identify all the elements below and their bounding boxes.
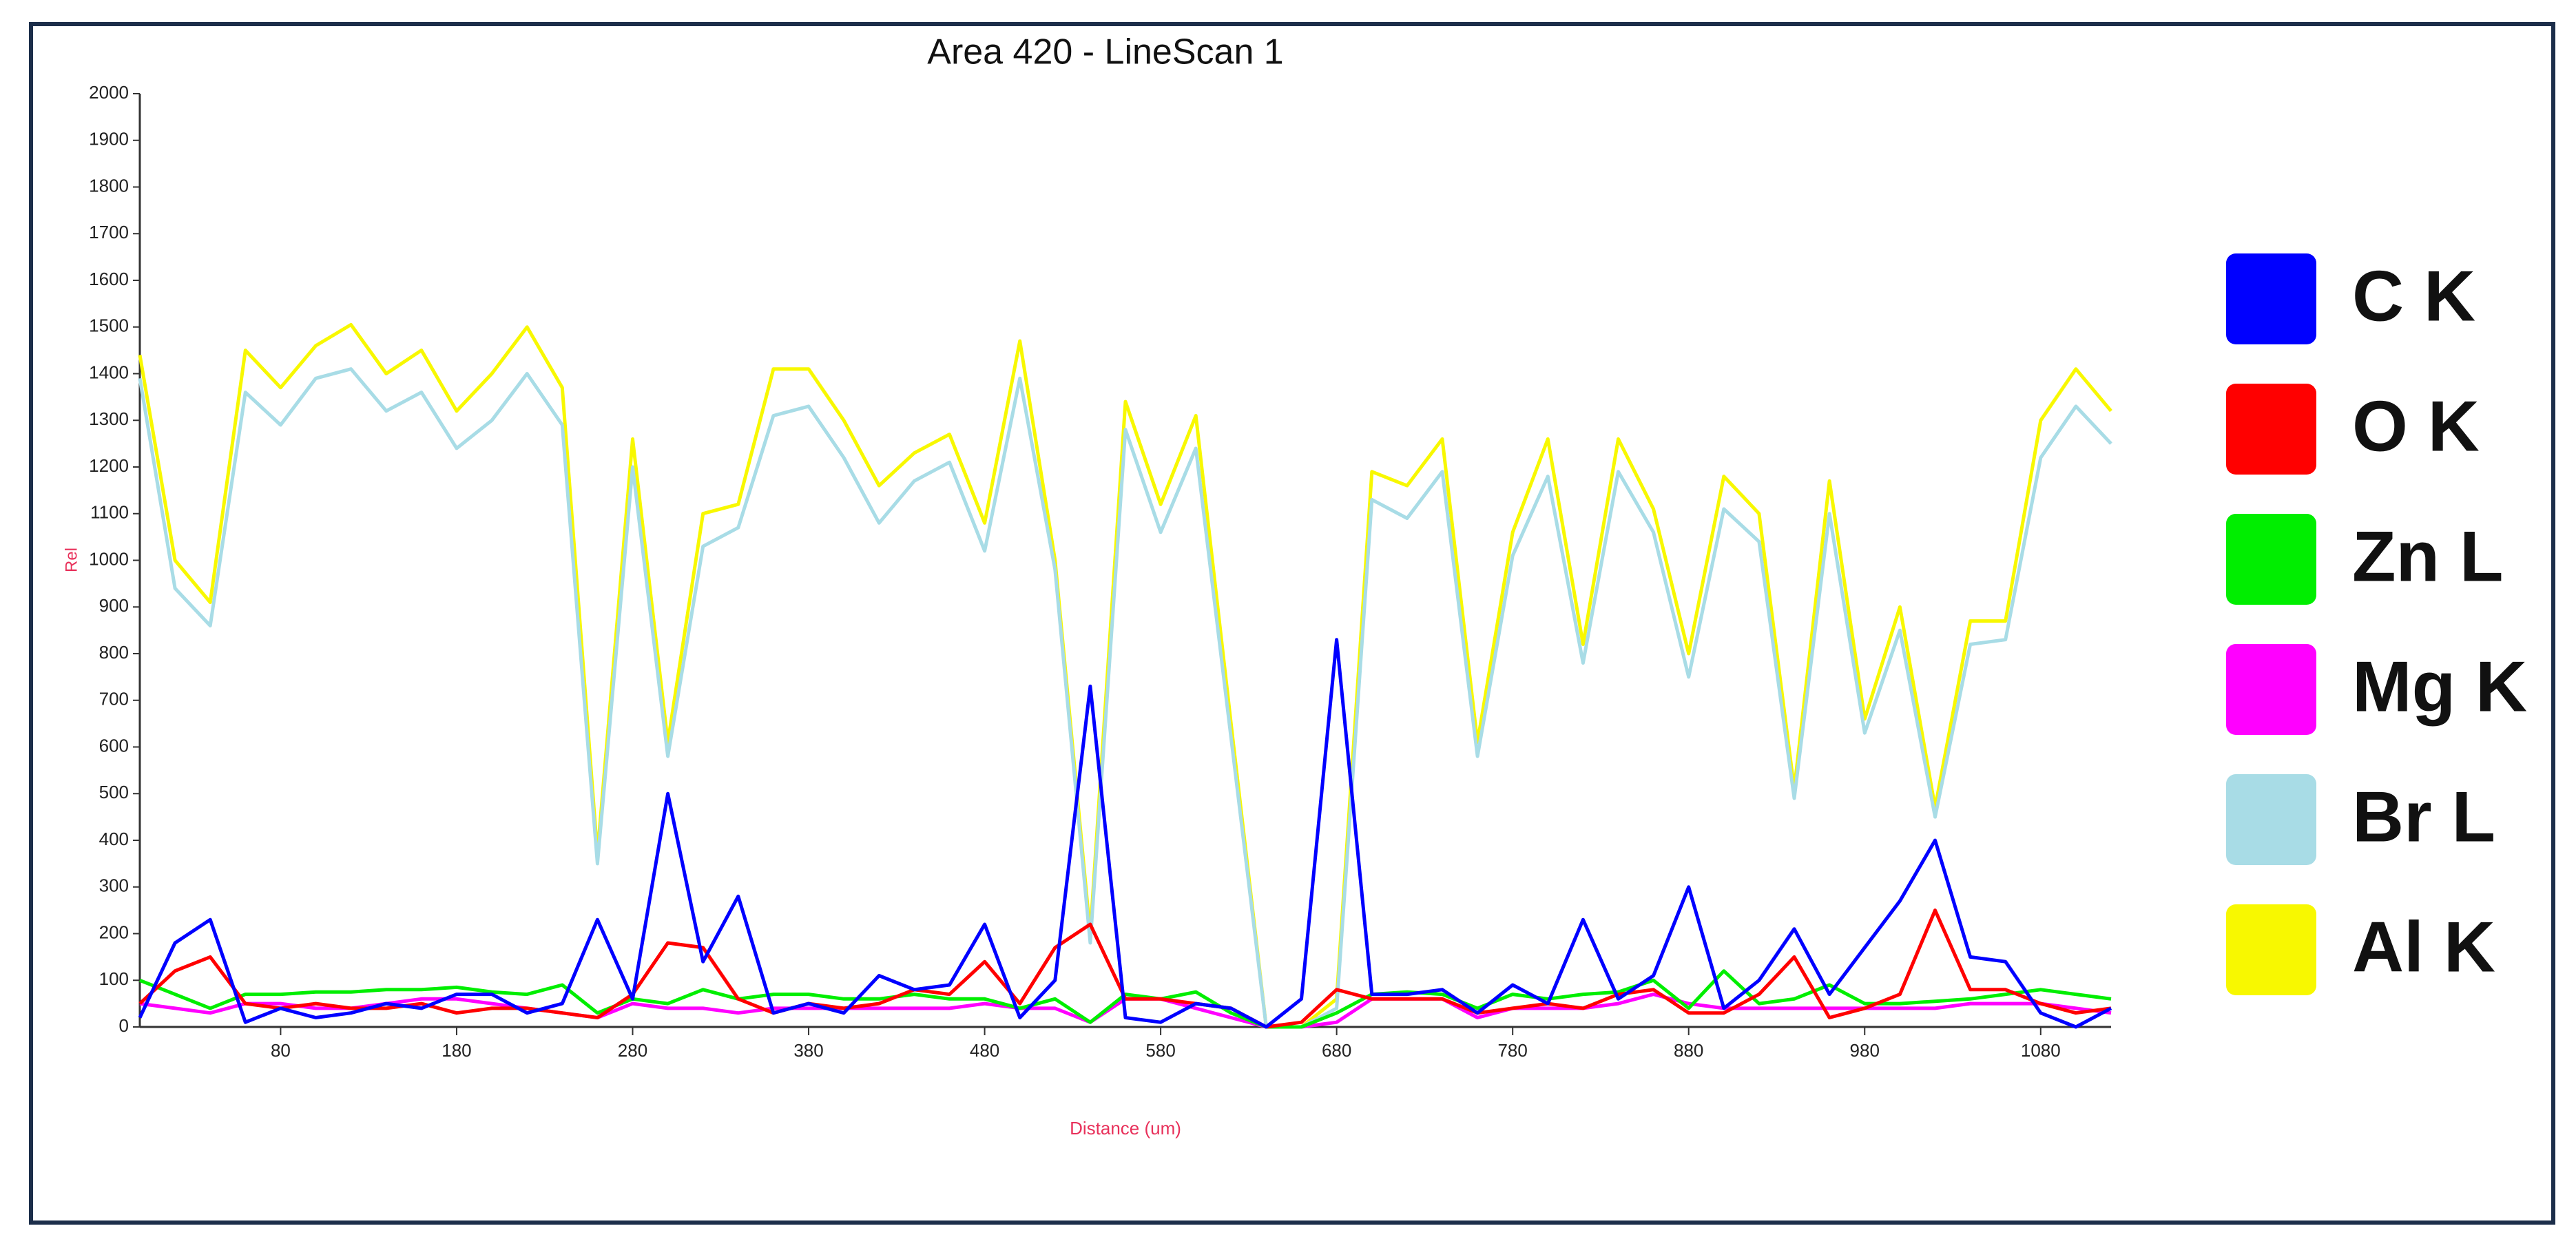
legend-label: C K	[2352, 256, 2475, 336]
y-tick-label: 2000	[89, 82, 129, 103]
y-tick-label: 1100	[90, 502, 129, 523]
series-line	[138, 638, 2112, 1029]
y-tick-label: 900	[99, 595, 129, 616]
series-line	[138, 367, 2112, 1029]
legend-swatch	[2226, 514, 2316, 605]
frame	[29, 22, 2555, 1225]
x-tick-label: 180	[442, 1040, 471, 1061]
y-tick-label: 1600	[89, 269, 129, 289]
y-tick-label: 0	[119, 1015, 129, 1036]
x-tick-label: 1080	[2021, 1040, 2061, 1061]
y-tick-label: 1300	[89, 408, 129, 429]
x-tick-label: 980	[1850, 1040, 1880, 1061]
y-tick-label: 1800	[89, 175, 129, 196]
x-tick-label: 680	[1322, 1040, 1351, 1061]
y-tick-label: 1400	[89, 362, 129, 382]
legend-label: O K	[2352, 386, 2480, 466]
y-tick-label: 600	[99, 735, 129, 756]
x-tick-label: 880	[1674, 1040, 1703, 1061]
series-line	[139, 969, 2112, 1029]
y-tick-label: 300	[99, 875, 129, 896]
series-line	[138, 322, 2112, 1029]
legend-label: Zn L	[2352, 517, 2503, 596]
x-tick-label: 780	[1497, 1040, 1527, 1061]
y-tick-label: 100	[99, 968, 129, 989]
x-tick-label: 480	[970, 1040, 999, 1061]
legend-label: Al K	[2352, 907, 2495, 987]
x-tick-label: 580	[1145, 1040, 1175, 1061]
y-tick-label: 1200	[89, 455, 129, 476]
y-tick-label: 400	[99, 829, 129, 849]
y-tick-label: 1900	[89, 129, 129, 149]
legend-swatch	[2226, 644, 2316, 735]
x-tick-label: 280	[618, 1040, 647, 1061]
x-tick-label: 80	[271, 1040, 291, 1061]
legend-swatch	[2226, 384, 2316, 475]
y-axis-label: Rel	[62, 548, 81, 572]
y-tick-label: 500	[99, 782, 129, 802]
legend-label: Br L	[2352, 777, 2495, 857]
x-tick-label: 380	[793, 1040, 823, 1061]
series-line	[138, 908, 2112, 1029]
legend-swatch	[2226, 904, 2316, 995]
y-tick-label: 200	[99, 922, 129, 942]
y-tick-label: 1700	[89, 222, 129, 242]
legend-swatch	[2226, 253, 2316, 344]
x-axis-label: Distance (um)	[1070, 1118, 1181, 1139]
legend-swatch	[2226, 774, 2316, 865]
chart-title: Area 420 - LineScan 1	[927, 32, 1283, 72]
legend-label: Mg K	[2352, 647, 2527, 727]
y-tick-label: 1000	[89, 548, 129, 569]
y-tick-label: 700	[99, 689, 129, 709]
y-tick-label: 800	[99, 642, 129, 663]
y-tick-label: 1500	[89, 315, 129, 336]
